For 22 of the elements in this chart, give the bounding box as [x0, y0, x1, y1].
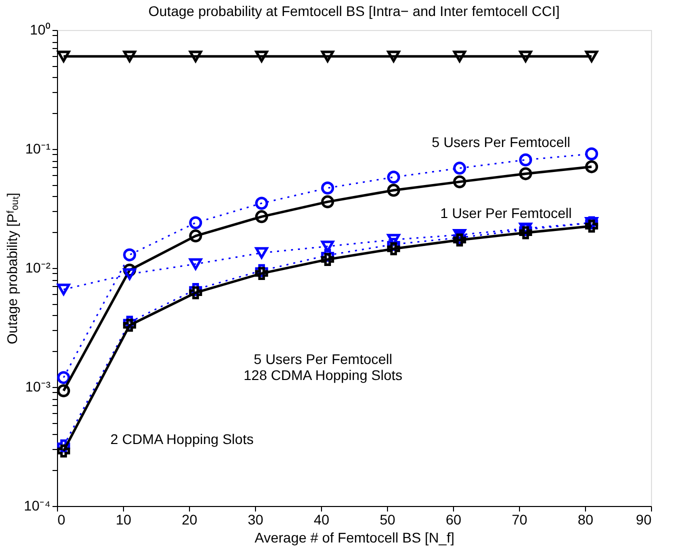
y-tick-label: 10⁻³ [25, 378, 51, 394]
x-tick-label: 70 [512, 512, 528, 528]
x-axis-title: Average # of Femtocell BS [N_f] [254, 530, 454, 546]
y-tick-label: 10⁰ [30, 22, 50, 38]
x-tick-label: 40 [314, 512, 330, 528]
x-tick-label: 20 [182, 512, 198, 528]
chart-title: Outage probability at Femtocell BS [Intra− and Inter femtocell CCI] [148, 3, 560, 19]
y-tick-label: 10⁻¹ [25, 140, 51, 156]
x-tick-label: 0 [58, 512, 66, 528]
x-tick-label: 30 [248, 512, 264, 528]
x-tick-label: 10 [116, 512, 132, 528]
annotation: 1 User Per Femtocell [440, 205, 572, 221]
y-axis-title: Outage probability [Pᶠₒᵤₜ] [4, 192, 20, 344]
annotation: 5 Users Per Femtocell 128 CDMA Hopping Slots [244, 351, 402, 383]
x-tick-label: 50 [380, 512, 396, 528]
x-tick-label: 60 [446, 512, 462, 528]
y-tick-label: 10⁻² [25, 260, 51, 276]
annotation: 5 Users Per Femtocell [432, 134, 570, 150]
x-tick-label: 80 [578, 512, 594, 528]
y-tick-label: 10⁻⁴ [24, 498, 50, 514]
x-tick-label: 90 [636, 512, 652, 528]
annotation: 2 CDMA Hopping Slots [110, 431, 254, 447]
